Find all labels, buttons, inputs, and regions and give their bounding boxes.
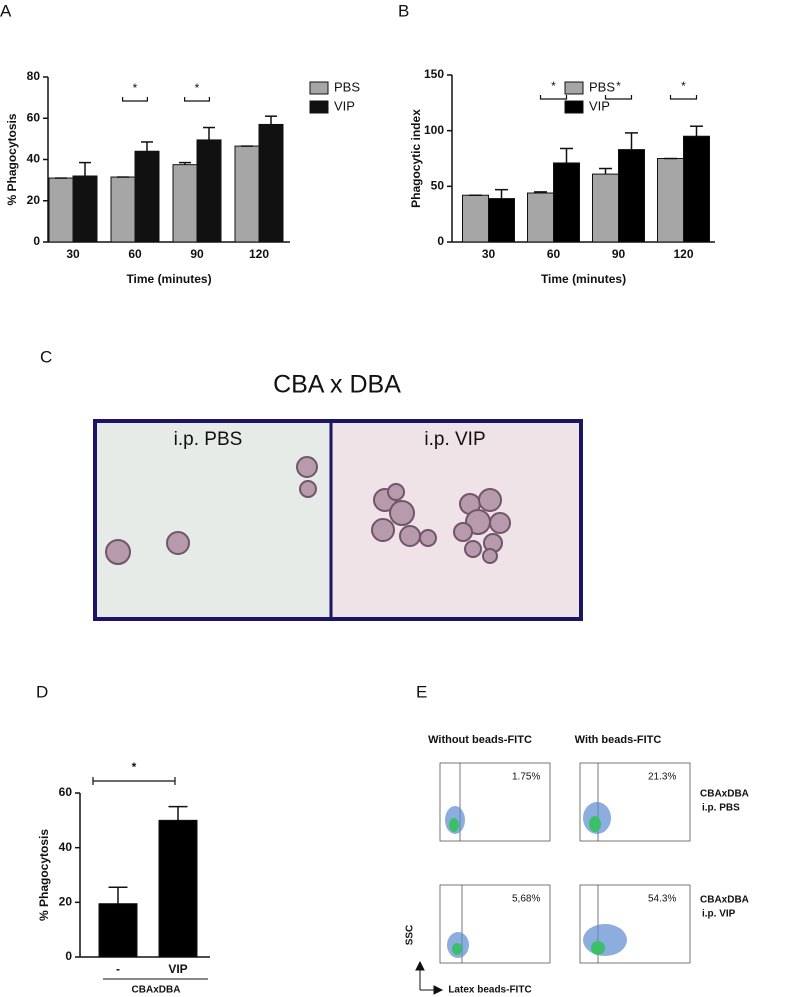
x-tick-label: 30 — [66, 247, 80, 261]
micrograph-title: CBA x DBA — [273, 371, 401, 399]
micrograph-label: i.p. VIP — [424, 429, 485, 450]
y-tick-label: 0 — [437, 234, 444, 248]
legend-label: PBS — [589, 79, 615, 94]
flow-row: i.p. PBS — [702, 803, 740, 814]
y-tick-label: 0 — [65, 949, 72, 963]
x-tick-label: 120 — [673, 247, 693, 261]
x-tick-label: VIP — [168, 962, 187, 976]
legend-swatch — [564, 100, 584, 114]
significance-bracket — [122, 97, 148, 102]
y-tick-label: 100 — [424, 123, 444, 137]
significance-bracket — [604, 95, 633, 100]
y-axis-label: % Phagocytosis — [37, 829, 51, 921]
flow-column: Without beads-FITC — [428, 734, 532, 746]
legend-label: VIP — [334, 98, 355, 113]
significance-label: * — [195, 81, 200, 95]
y-tick-label: 40 — [27, 152, 41, 166]
significance-bracket — [184, 97, 210, 102]
bar — [48, 177, 74, 243]
bar — [72, 175, 98, 243]
flow-density — [445, 802, 627, 958]
flow-row: CBAxDBA — [700, 789, 749, 800]
panel-letter: D — [36, 682, 48, 701]
panel-letter: A — [0, 1, 12, 20]
panel-letter: E — [416, 682, 427, 701]
bar — [134, 150, 160, 243]
micrograph-frame — [93, 419, 583, 621]
x-tick-label: - — [116, 962, 120, 976]
significance-label: * — [551, 79, 556, 93]
cells — [105, 456, 511, 565]
significance-label: * — [616, 79, 621, 93]
y-tick-label: 150 — [424, 67, 444, 81]
bar — [462, 194, 489, 243]
x-tick-label: 30 — [482, 247, 496, 261]
x-tick-label: 120 — [249, 247, 269, 261]
flow-y-label: SSC — [405, 925, 416, 946]
x-tick-label: 60 — [128, 247, 142, 261]
group-label: CBAxDBA — [132, 985, 181, 996]
bar — [172, 164, 198, 243]
micrograph-left — [95, 421, 331, 619]
bar — [98, 903, 138, 958]
bar — [488, 198, 515, 243]
gate-value: 54.3% — [648, 894, 676, 905]
bar — [592, 173, 619, 243]
x-tick-label: 90 — [190, 247, 204, 261]
significance-label: * — [132, 760, 137, 774]
y-tick-label: 60 — [59, 785, 73, 799]
legend-label: VIP — [589, 98, 610, 113]
bar — [553, 162, 580, 243]
legend-swatch — [564, 81, 584, 95]
x-axis-label: Time (minutes) — [541, 272, 626, 286]
bar — [196, 139, 222, 243]
significance-label: * — [681, 79, 686, 93]
significance-bracket — [539, 95, 568, 100]
x-axis-label: Time (minutes) — [126, 272, 211, 286]
y-tick-label: 20 — [59, 895, 73, 909]
bar — [683, 135, 710, 243]
panel-letter: B — [398, 1, 409, 20]
bar — [158, 819, 198, 958]
micrograph-label: i.p. PBS — [174, 429, 243, 450]
significance-bracket — [669, 95, 698, 100]
flow-column: With beads-FITC — [575, 734, 662, 746]
flow-row: i.p. VIP — [702, 909, 736, 920]
x-tick-label: 60 — [547, 247, 561, 261]
y-tick-label: 50 — [431, 179, 445, 193]
micrograph-right — [331, 421, 581, 619]
y-axis-label: Phagocytic index — [409, 109, 423, 208]
gate-value: 1.75% — [512, 772, 540, 783]
flow-x-label: Latex beads-FITC — [448, 985, 531, 996]
bar — [234, 145, 260, 243]
y-tick-label: 60 — [27, 110, 41, 124]
y-tick-label: 0 — [33, 234, 40, 248]
legend-label: PBS — [334, 79, 360, 94]
legend-swatch — [309, 81, 329, 95]
y-tick-label: 80 — [27, 69, 41, 83]
y-tick-label: 20 — [27, 193, 41, 207]
bar — [657, 158, 684, 243]
axis-arrows — [415, 960, 444, 995]
significance-bracket — [92, 777, 176, 785]
y-axis-label: % Phagocytosis — [5, 113, 19, 205]
flow-plots — [439, 762, 691, 964]
gate-value: 21.3% — [648, 772, 676, 783]
flow-row: CBAxDBA — [700, 895, 749, 906]
bar — [618, 149, 645, 243]
legend-swatch — [309, 100, 329, 114]
bar — [258, 123, 284, 243]
bar — [527, 192, 554, 243]
significance-label: * — [133, 81, 138, 95]
panel-letter: C — [40, 347, 52, 366]
gate-value: 5,68% — [512, 894, 540, 905]
x-tick-label: 90 — [612, 247, 626, 261]
y-tick-label: 40 — [59, 840, 73, 854]
bar — [110, 176, 136, 243]
